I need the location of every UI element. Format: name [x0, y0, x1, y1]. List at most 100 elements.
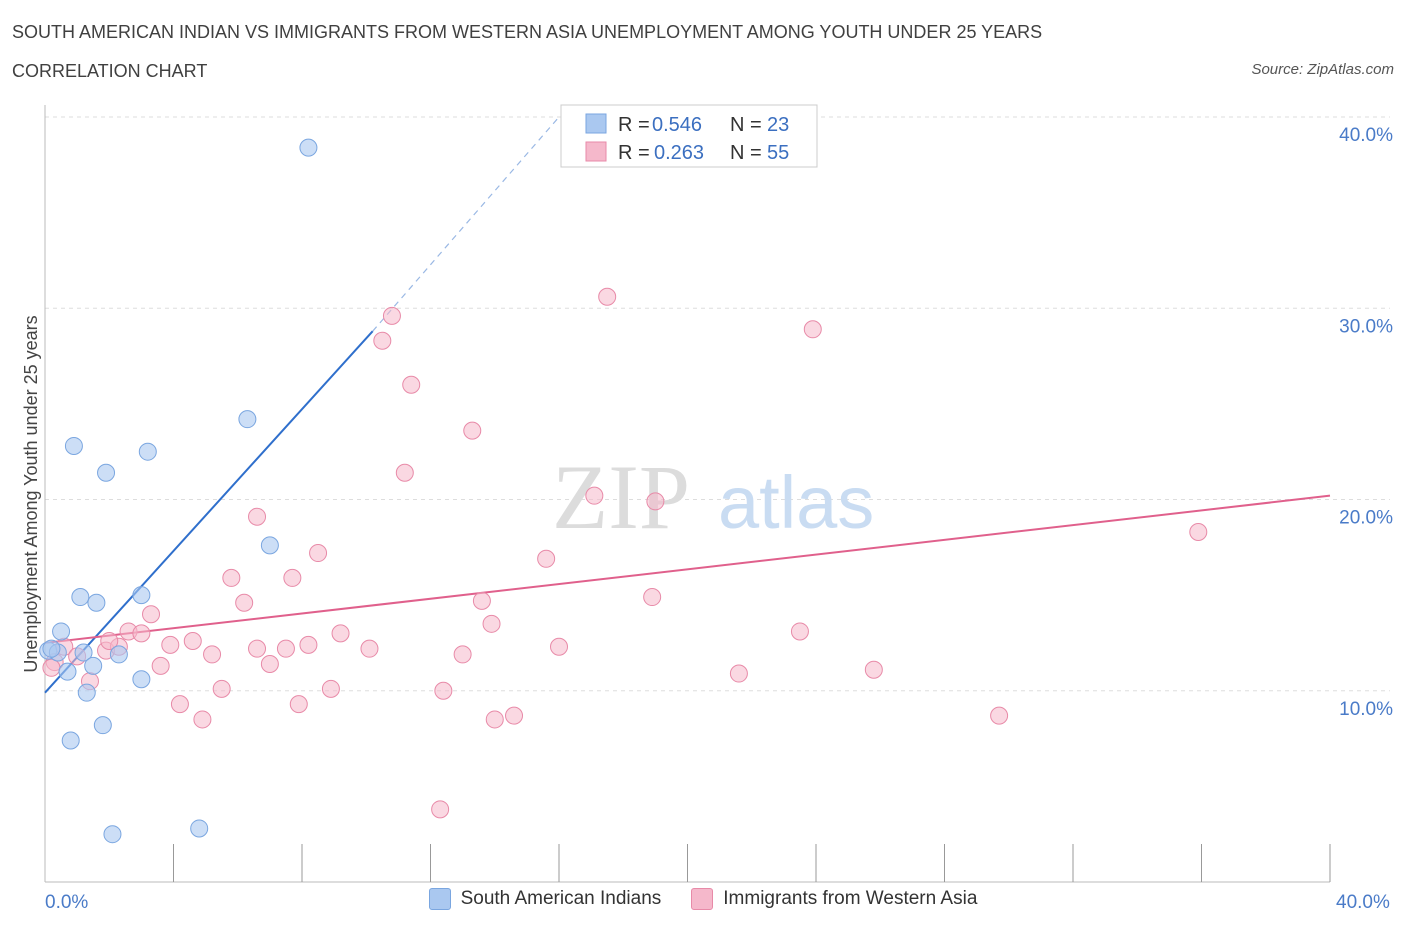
data-point-western-asia: [485, 710, 504, 729]
data-point-south-american-indians: [190, 819, 209, 838]
x-tick-labels: 0.0% 40.0%: [45, 892, 1390, 913]
data-point-western-asia: [395, 463, 414, 482]
y-tick-labels: 10.0% 20.0% 30.0% 40.0%: [1339, 125, 1393, 720]
data-point-western-asia: [309, 544, 328, 563]
data-point-western-asia: [42, 658, 61, 677]
data-point-south-american-indians: [61, 731, 80, 750]
trendline-extension-south-american-indians: [372, 116, 560, 332]
data-point-western-asia: [331, 624, 350, 643]
data-point-western-asia: [864, 660, 883, 679]
data-point-western-asia: [170, 695, 189, 714]
series-western-asia-points: [42, 287, 1208, 819]
data-point-south-american-indians: [93, 716, 112, 735]
legend-r-value-1: 0.546: [652, 114, 702, 136]
data-point-western-asia: [360, 639, 379, 658]
data-point-western-asia: [151, 656, 170, 675]
legend-r-label-2: R =: [618, 142, 650, 164]
data-point-western-asia: [431, 800, 450, 819]
watermark-atlas: atlas: [718, 461, 874, 544]
data-point-western-asia: [803, 320, 822, 339]
data-point-south-american-indians: [71, 588, 90, 607]
data-point-south-american-indians: [109, 645, 128, 664]
legend-r-label-1: R =: [618, 114, 650, 136]
data-point-south-american-indians: [87, 593, 106, 612]
x-tick-label-max: 40.0%: [1336, 892, 1390, 913]
data-point-western-asia: [203, 645, 222, 664]
y-tick-label-30: 30.0%: [1339, 316, 1393, 337]
legend-n-label-2: N =: [730, 142, 762, 164]
correlation-legend: R = 0.546 N = 23 R = 0.263 N = 55: [560, 104, 818, 168]
data-point-western-asia: [299, 635, 318, 654]
data-point-western-asia: [248, 507, 267, 526]
data-point-western-asia: [193, 710, 212, 729]
legend-label-south-american-indians: South American Indians: [460, 888, 662, 909]
series-south-american-indians-points: [39, 138, 318, 844]
source-credit: Source: ZipAtlas.com: [1251, 61, 1394, 78]
data-point-south-american-indians: [58, 662, 77, 681]
data-point-western-asia: [222, 568, 241, 587]
trend-lines: [44, 116, 1331, 694]
data-point-western-asia: [402, 375, 421, 394]
series-legend: South American Indians Immigrants from W…: [0, 888, 1406, 910]
legend-n-value-2: 55: [767, 142, 789, 164]
legend-item-south-american-indians[interactable]: South American Indians: [428, 888, 662, 910]
data-point-western-asia: [161, 635, 180, 654]
x-tick-label-min: 0.0%: [45, 892, 88, 913]
data-point-south-american-indians: [132, 670, 151, 689]
y-axis-label: Unemployment Among Youth under 25 years: [21, 315, 41, 672]
legend-n-value-1: 23: [767, 114, 789, 136]
trendline-western-asia: [44, 494, 1331, 644]
data-point-western-asia: [598, 287, 617, 306]
data-point-western-asia: [235, 593, 254, 612]
data-point-south-american-indians: [238, 410, 257, 429]
data-point-south-american-indians: [52, 622, 71, 641]
data-point-south-american-indians: [260, 536, 279, 555]
data-point-western-asia: [132, 624, 151, 643]
data-point-western-asia: [142, 605, 161, 624]
data-point-south-american-indians: [138, 442, 157, 461]
watermark-zip: ZIP: [552, 446, 690, 548]
data-point-western-asia: [643, 588, 662, 607]
data-point-south-american-indians: [103, 825, 122, 844]
y-tick-label-40: 40.0%: [1339, 125, 1393, 146]
data-point-western-asia: [646, 492, 665, 511]
data-point-western-asia: [260, 654, 279, 673]
data-point-western-asia: [321, 679, 340, 698]
data-point-western-asia: [434, 681, 453, 700]
data-point-south-american-indians: [42, 639, 61, 658]
legend-swatch-south-american-indians: [428, 888, 451, 910]
y-tick-label-20: 20.0%: [1339, 508, 1393, 529]
data-point-south-american-indians: [132, 586, 151, 605]
data-point-western-asia: [373, 331, 392, 350]
data-point-western-asia: [248, 639, 267, 658]
data-point-western-asia: [505, 706, 524, 725]
data-point-western-asia: [382, 306, 401, 325]
data-point-western-asia: [550, 637, 568, 656]
data-point-western-asia: [289, 695, 308, 714]
y-tick-label-10: 10.0%: [1339, 699, 1393, 720]
x-tick-marks: [173, 844, 1331, 882]
data-point-western-asia: [537, 549, 556, 568]
legend-swatch-blue: [585, 113, 607, 134]
chart-title: SOUTH AMERICAN INDIAN VS IMMIGRANTS FROM…: [12, 22, 1043, 42]
data-point-western-asia: [1189, 523, 1208, 542]
legend-r-value-2: 0.263: [654, 142, 704, 164]
legend-item-western-asia[interactable]: Immigrants from Western Asia: [691, 888, 977, 910]
legend-label-western-asia: Immigrants from Western Asia: [723, 888, 978, 909]
data-point-south-american-indians: [299, 138, 318, 157]
data-point-western-asia: [990, 706, 1009, 725]
data-point-western-asia: [100, 632, 119, 651]
data-point-western-asia: [212, 679, 231, 698]
trendline-south-american-indians: [44, 330, 374, 694]
data-point-south-american-indians: [74, 643, 93, 662]
watermark: ZIP atlas: [552, 446, 874, 548]
data-point-south-american-indians: [97, 463, 116, 482]
data-point-western-asia: [585, 486, 604, 505]
data-point-south-american-indians: [84, 656, 103, 675]
data-point-western-asia: [790, 622, 809, 641]
legend-swatch-western-asia: [691, 888, 714, 910]
chart-subtitle: CORRELATION CHART: [12, 61, 208, 81]
data-point-western-asia: [463, 421, 482, 440]
data-point-western-asia: [472, 591, 491, 610]
